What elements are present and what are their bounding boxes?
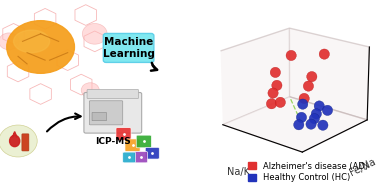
Legend: Alzheimer's disease (AD), Healthy Control (HC): Alzheimer's disease (AD), Healthy Contro…	[247, 160, 370, 184]
Ellipse shape	[7, 21, 74, 73]
FancyBboxPatch shape	[87, 89, 138, 99]
FancyBboxPatch shape	[125, 139, 140, 152]
Circle shape	[0, 125, 37, 157]
Polygon shape	[12, 132, 17, 137]
FancyBboxPatch shape	[134, 152, 147, 163]
Text: ICP-MS: ICP-MS	[95, 136, 131, 146]
Y-axis label: Fe/Na: Fe/Na	[348, 156, 376, 178]
Text: Machine
Learning: Machine Learning	[103, 37, 155, 59]
FancyBboxPatch shape	[116, 128, 131, 140]
FancyBboxPatch shape	[103, 33, 154, 62]
FancyBboxPatch shape	[123, 152, 136, 163]
X-axis label: Na/K: Na/K	[227, 167, 250, 177]
FancyBboxPatch shape	[84, 92, 142, 133]
Circle shape	[81, 83, 99, 98]
FancyBboxPatch shape	[92, 112, 106, 121]
FancyBboxPatch shape	[136, 135, 152, 148]
FancyBboxPatch shape	[145, 147, 159, 159]
FancyBboxPatch shape	[89, 101, 123, 125]
Circle shape	[82, 24, 107, 44]
FancyBboxPatch shape	[22, 134, 29, 151]
Ellipse shape	[10, 135, 20, 147]
Ellipse shape	[14, 30, 50, 53]
Circle shape	[0, 33, 19, 50]
